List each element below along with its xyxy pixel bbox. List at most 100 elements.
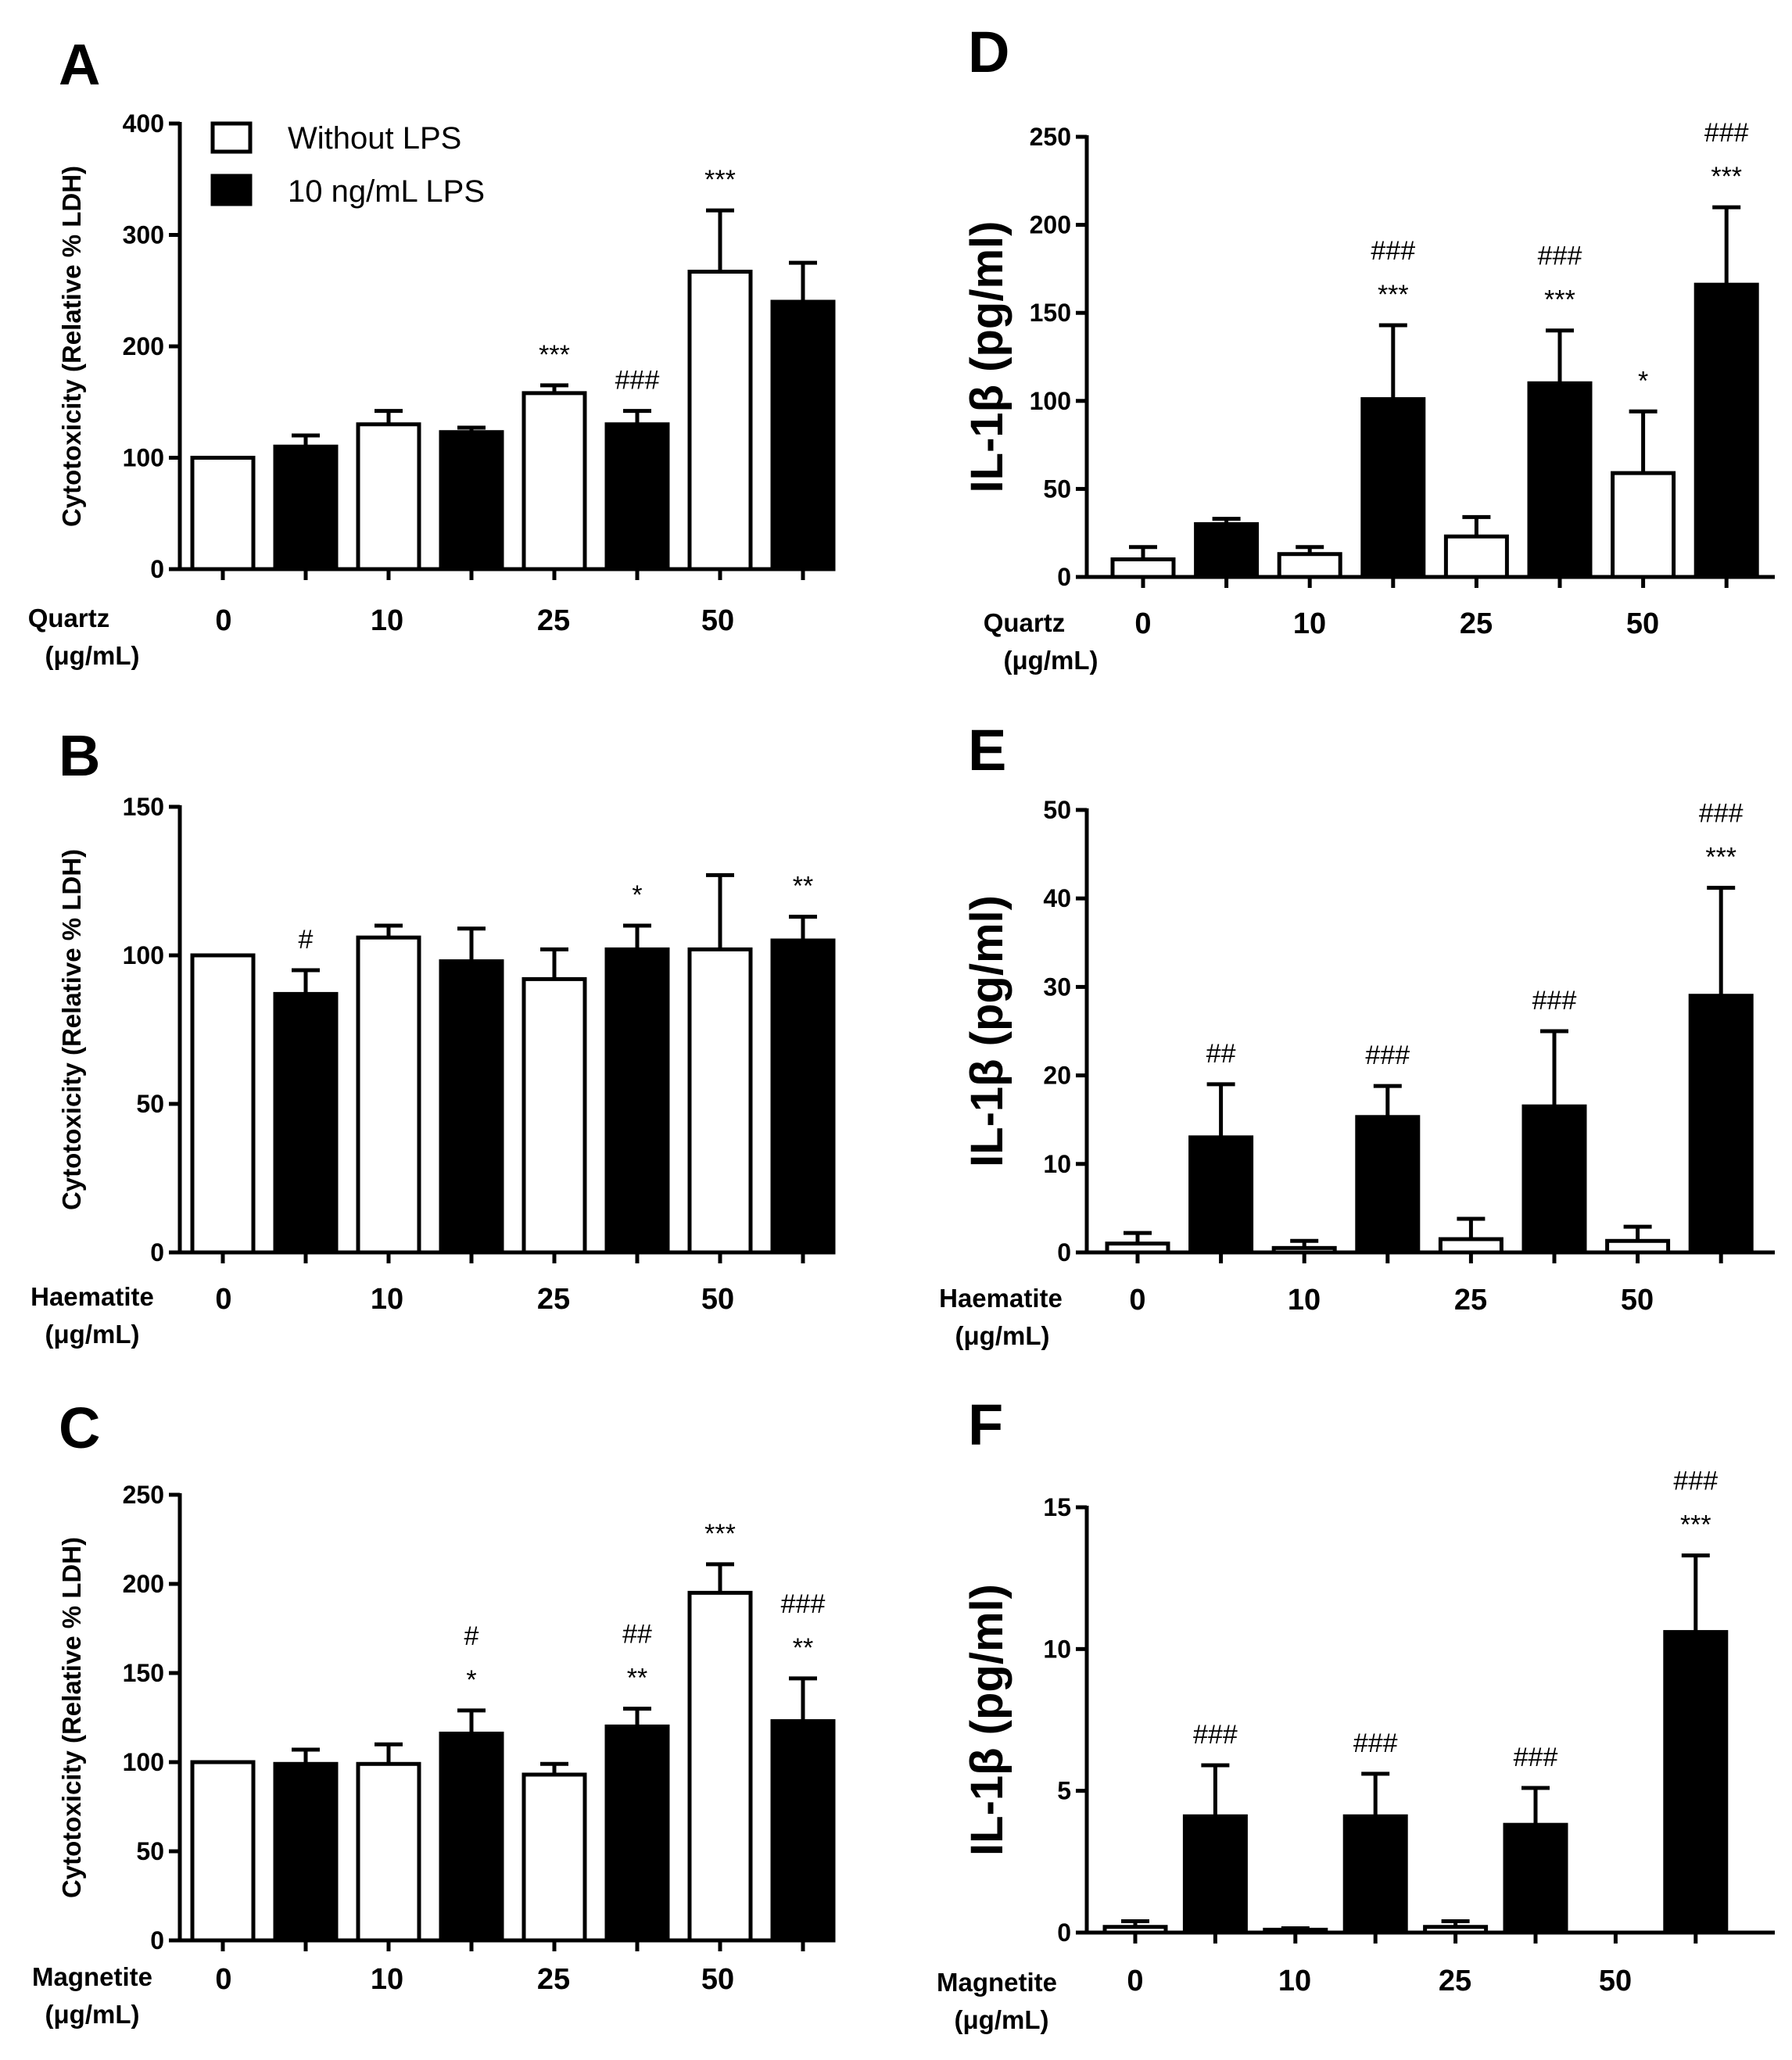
bar-with-lps (770, 1719, 836, 1943)
y-tick-label: 10 (1043, 1150, 1071, 1178)
x-tick-label: 50 (701, 1963, 734, 1996)
significance-label: * (1638, 366, 1648, 396)
y-tick-label: 250 (123, 1481, 164, 1509)
y-tick-label: 50 (136, 1837, 164, 1865)
bar-without-lps (1105, 1241, 1170, 1255)
bar-with-lps (273, 991, 339, 1255)
y-tick-label: 400 (123, 109, 164, 138)
significance-label: ### (1704, 118, 1749, 148)
y-tick-label: 10 (1043, 1635, 1071, 1663)
bar-without-lps (356, 1761, 421, 1943)
bar-without-lps (687, 947, 753, 1255)
x-tick-label: 25 (1454, 1284, 1487, 1317)
bar-with-lps (770, 938, 836, 1255)
x-tick-label: 10 (1278, 1965, 1311, 1997)
y-tick-label: 50 (136, 1090, 164, 1118)
x-tick-label: 0 (215, 1963, 231, 1996)
x-axis-unit: (μg/mL) (1004, 646, 1098, 675)
significance-label: ### (1371, 236, 1415, 266)
significance-label: ### (1193, 1720, 1238, 1750)
bar-without-lps (1102, 1925, 1168, 1935)
y-axis-label: IL-1β (pg/ml) (962, 895, 1012, 1167)
significance-label: ### (1673, 1467, 1718, 1496)
x-tick-label: 0 (215, 1283, 231, 1316)
x-tick-label: 50 (1621, 1284, 1654, 1317)
y-tick-label: 100 (123, 1748, 164, 1776)
y-tick-label: 150 (1030, 299, 1071, 327)
panel-label-d: D (968, 20, 1009, 84)
bar-with-lps (439, 430, 504, 571)
y-axis-label: Cytotoxicity (Relative % LDH) (57, 849, 86, 1210)
bar-with-lps (1360, 397, 1426, 579)
x-axis-unit: (μg/mL) (45, 2000, 140, 2029)
bar-with-lps (1688, 994, 1754, 1255)
x-tick-label: 0 (1127, 1965, 1143, 1997)
bar-with-lps (1194, 521, 1260, 579)
x-tick-label: 50 (701, 1283, 734, 1316)
x-tick-label: 10 (1288, 1284, 1321, 1317)
significance-label: * (466, 1665, 476, 1695)
bar-without-lps (1438, 1237, 1503, 1255)
significance-label: *** (1705, 843, 1736, 872)
y-tick-label: 150 (123, 1659, 164, 1687)
y-tick-label: 100 (1030, 387, 1071, 415)
y-tick-label: 0 (150, 1926, 164, 1954)
y-tick-label: 20 (1043, 1062, 1071, 1090)
x-axis-unit: (μg/mL) (955, 1321, 1050, 1350)
bar-without-lps (356, 935, 421, 1255)
bar-with-lps (1663, 1630, 1729, 1935)
x-tick-label: 0 (1129, 1284, 1145, 1317)
x-axis-label: Magnetite (937, 1968, 1057, 1997)
panel-b: B 0 50 100 150 Cytotoxicity (Relative % LDH) 0… (30, 723, 836, 1349)
y-tick-label: 0 (150, 1238, 164, 1266)
bar-without-lps (1443, 534, 1509, 579)
bar-with-lps (1188, 1135, 1254, 1255)
bar-without-lps (190, 1760, 256, 1943)
significance-label: ## (622, 1620, 652, 1650)
bar-with-lps (1503, 1822, 1568, 1935)
x-tick-label: 50 (1626, 607, 1659, 640)
x-tick-label: 25 (1460, 607, 1493, 640)
bar-with-lps (604, 422, 670, 571)
y-tick-label: 50 (1043, 475, 1071, 503)
bar-with-lps (273, 444, 339, 571)
y-tick-label: 0 (1057, 563, 1071, 591)
bar-with-lps (604, 947, 670, 1255)
panel-e: E 0 10 20 30 40 50 IL-1β (pg/ml) 0 10 25 50 Haematit… (939, 718, 1775, 1350)
y-tick-label: 30 (1043, 973, 1071, 1001)
significance-label: *** (704, 1519, 736, 1549)
bar-with-lps (1342, 1814, 1408, 1935)
significance-label: # (464, 1621, 479, 1651)
x-tick-label: 25 (537, 1283, 570, 1316)
bar-without-lps (190, 953, 256, 1255)
x-axis-unit: (μg/mL) (45, 1320, 140, 1349)
significance-label: ### (1514, 1743, 1558, 1772)
significance-label: ### (781, 1589, 826, 1619)
significance-label: ### (1699, 799, 1744, 829)
x-tick-label: 50 (701, 604, 734, 637)
significance-label: ### (615, 366, 660, 396)
panel-label-e: E (968, 718, 1006, 783)
y-tick-label: 15 (1043, 1493, 1071, 1521)
x-tick-label: 50 (1599, 1965, 1632, 1997)
x-axis-unit: (μg/mL) (45, 641, 140, 670)
y-tick-label: 300 (123, 221, 164, 249)
significance-label: *** (704, 165, 736, 195)
y-tick-label: 0 (1057, 1238, 1071, 1266)
bar-with-lps (770, 299, 836, 571)
bar-with-lps (439, 1732, 504, 1943)
bar-with-lps (1182, 1814, 1248, 1935)
y-axis-label: IL-1β (pg/ml) (962, 1584, 1012, 1856)
significance-label: ** (793, 1633, 813, 1663)
significance-label: *** (1544, 285, 1575, 315)
bar-without-lps (521, 391, 587, 571)
y-tick-label: 5 (1057, 1777, 1071, 1805)
bar-without-lps (1110, 557, 1176, 579)
legend-label-without-lps: Without LPS (288, 121, 461, 156)
bar-with-lps (439, 959, 504, 1255)
legend: Without LPS 10 ng/mL LPS (210, 121, 485, 209)
x-axis-unit: (μg/mL) (955, 2005, 1049, 2034)
panel-d: D 0 50 100 150 200 250 IL-1β (pg/ml) 0 10 25 50 Quar… (962, 20, 1775, 675)
